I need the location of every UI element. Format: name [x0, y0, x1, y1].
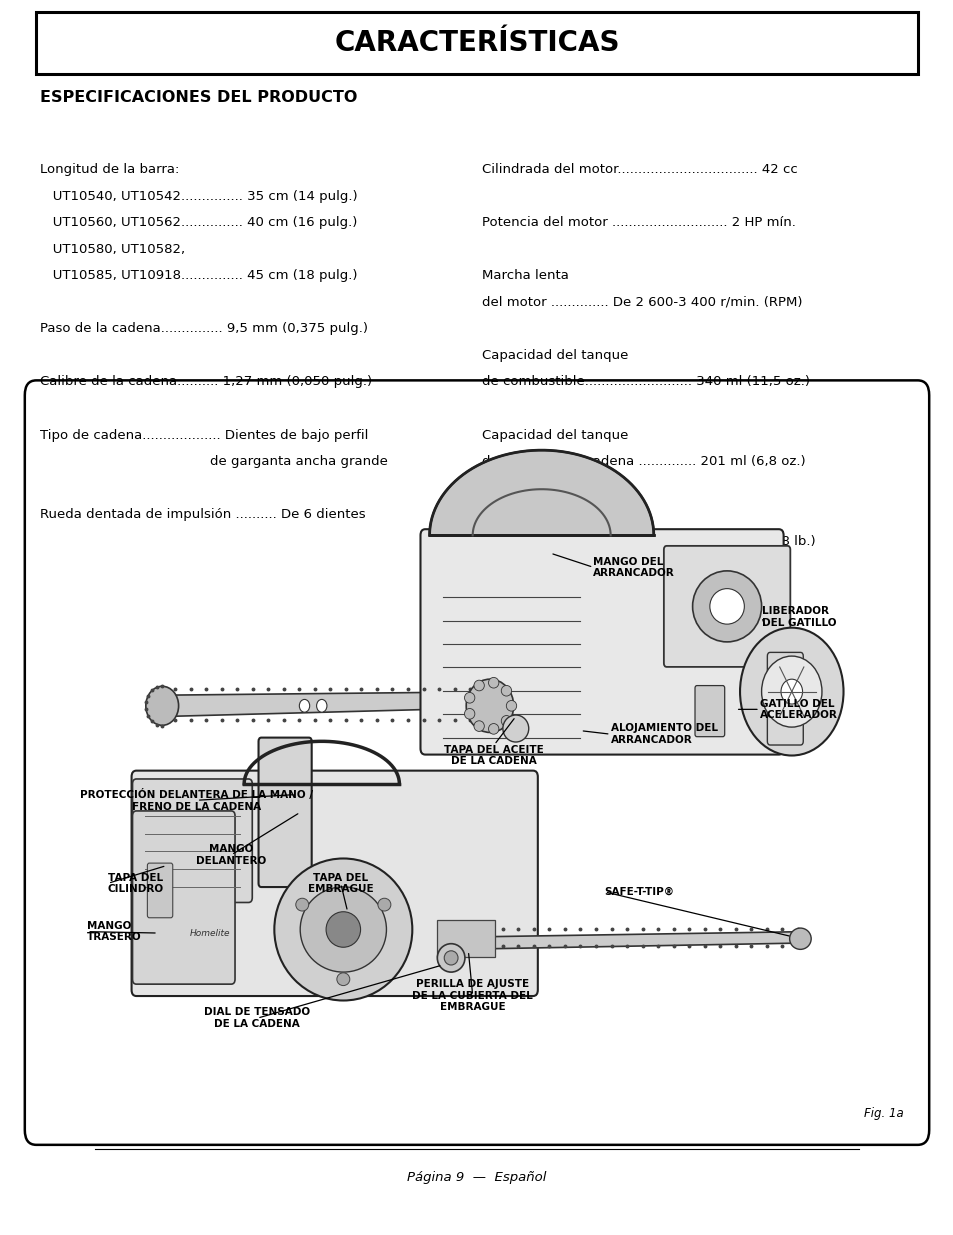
Ellipse shape: [274, 858, 412, 1000]
Ellipse shape: [760, 656, 821, 727]
Polygon shape: [167, 692, 511, 716]
Text: Paso de la cadena............... 9,5 mm (0,375 pulg.): Paso de la cadena............... 9,5 mm …: [40, 322, 368, 336]
Text: CARACTERÍSTICAS: CARACTERÍSTICAS: [334, 30, 619, 57]
Text: Potencia del motor ............................ 2 HP mín.: Potencia del motor .....................…: [481, 216, 795, 230]
FancyBboxPatch shape: [436, 920, 495, 957]
Text: Capacidad del tanque: Capacidad del tanque: [481, 348, 627, 362]
FancyBboxPatch shape: [132, 811, 234, 984]
Ellipse shape: [464, 693, 475, 703]
Ellipse shape: [500, 685, 511, 697]
Ellipse shape: [488, 724, 498, 734]
Text: Cilindrada del motor.................................. 42 cc: Cilindrada del motor....................…: [481, 163, 797, 177]
Ellipse shape: [789, 927, 810, 950]
Text: SAFE-T-TIP®: SAFE-T-TIP®: [604, 887, 674, 897]
Text: TAPA DEL
EMBRAGUE: TAPA DEL EMBRAGUE: [308, 873, 374, 894]
Text: Página 9  —  Español: Página 9 — Español: [407, 1171, 546, 1184]
Ellipse shape: [506, 700, 517, 711]
FancyBboxPatch shape: [147, 863, 172, 918]
FancyBboxPatch shape: [695, 685, 724, 736]
Ellipse shape: [295, 898, 309, 911]
Ellipse shape: [146, 687, 178, 725]
Ellipse shape: [299, 699, 310, 713]
Ellipse shape: [377, 898, 391, 911]
Ellipse shape: [464, 709, 475, 719]
FancyBboxPatch shape: [766, 652, 802, 745]
Text: Fig. 1a: Fig. 1a: [862, 1107, 902, 1120]
Text: Calibre de la cadena.......... 1,27 mm (0,050 pulg.): Calibre de la cadena.......... 1,27 mm (…: [40, 375, 372, 389]
Text: de garganta ancha grande: de garganta ancha grande: [40, 456, 388, 468]
Ellipse shape: [466, 679, 513, 732]
Text: MANGO
TRASERO: MANGO TRASERO: [87, 921, 142, 942]
Ellipse shape: [500, 715, 511, 726]
Text: UT10560, UT10562............... 40 cm (16 pulg.): UT10560, UT10562............... 40 cm (1…: [40, 216, 357, 230]
Text: GATILLO DEL
ACELERADOR: GATILLO DEL ACELERADOR: [760, 699, 837, 720]
Text: ESPECIFICACIONES DEL PRODUCTO: ESPECIFICACIONES DEL PRODUCTO: [40, 90, 357, 105]
Text: Homelite: Homelite: [190, 929, 230, 937]
Text: del motor .............. De 2 600-3 400 r/min. (RPM): del motor .............. De 2 600-3 400 …: [481, 296, 801, 309]
Ellipse shape: [474, 680, 484, 690]
Text: TAPA DEL ACEITE
DE LA CADENA: TAPA DEL ACEITE DE LA CADENA: [444, 745, 543, 767]
FancyBboxPatch shape: [420, 529, 782, 755]
FancyBboxPatch shape: [132, 779, 252, 903]
Text: combustible ni lubricante .............. 4,4 kg (9,8 lb.): combustible ni lubricante ..............…: [481, 535, 815, 548]
Ellipse shape: [300, 887, 386, 972]
Ellipse shape: [436, 944, 464, 972]
Text: de combustible.......................... 340 ml (11,5 oz.): de combustible..........................…: [481, 375, 809, 389]
Text: UT10540, UT10542............... 35 cm (14 pulg.): UT10540, UT10542............... 35 cm (1…: [40, 190, 357, 203]
Ellipse shape: [709, 589, 743, 624]
Ellipse shape: [316, 699, 327, 713]
Text: Capacidad del tanque: Capacidad del tanque: [481, 429, 627, 442]
Text: ALOJAMIENTO DEL
ARRANCADOR: ALOJAMIENTO DEL ARRANCADOR: [610, 724, 717, 745]
Text: TAPA DEL
CILINDRO: TAPA DEL CILINDRO: [108, 873, 164, 894]
Text: MANGO
DELANTERO: MANGO DELANTERO: [196, 845, 266, 866]
FancyBboxPatch shape: [663, 546, 789, 667]
Text: DIAL DE TENSADO
DE LA CADENA: DIAL DE TENSADO DE LA CADENA: [204, 1008, 310, 1029]
Text: PERILLA DE AJUSTE
DE LA CUBIERTA DEL
EMBRAGUE: PERILLA DE AJUSTE DE LA CUBIERTA DEL EMB…: [412, 979, 533, 1013]
Text: PROTECCIÓN DELANTERA DE LA MANO /
FRENO DE LA CADENA: PROTECCIÓN DELANTERA DE LA MANO / FRENO …: [80, 789, 313, 811]
Text: Peso - Sin barra, cadena,: Peso - Sin barra, cadena,: [481, 509, 647, 521]
Ellipse shape: [488, 678, 498, 688]
Ellipse shape: [502, 715, 528, 742]
Text: MANGO DEL
ARRANCADOR: MANGO DEL ARRANCADOR: [593, 557, 675, 578]
Text: UT10585, UT10918............... 45 cm (18 pulg.): UT10585, UT10918............... 45 cm (1…: [40, 269, 357, 283]
FancyBboxPatch shape: [25, 380, 928, 1145]
Text: UT10580, UT10582,: UT10580, UT10582,: [40, 242, 185, 256]
Text: de aceite de la cadena .............. 201 ml (6,8 oz.): de aceite de la cadena .............. 20…: [481, 456, 804, 468]
Text: Tipo de cadena................... Dientes de bajo perfil: Tipo de cadena................... Diente…: [40, 429, 368, 442]
Ellipse shape: [692, 571, 760, 642]
Ellipse shape: [474, 721, 484, 731]
FancyBboxPatch shape: [132, 771, 537, 995]
Text: Marcha lenta: Marcha lenta: [481, 269, 568, 283]
Ellipse shape: [336, 973, 350, 986]
Text: Longitud de la barra:: Longitud de la barra:: [40, 163, 179, 177]
Text: Rueda dentada de impulsión .......... De 6 dientes: Rueda dentada de impulsión .......... De…: [40, 509, 365, 521]
Ellipse shape: [326, 911, 360, 947]
FancyBboxPatch shape: [36, 12, 917, 74]
Ellipse shape: [444, 951, 457, 965]
FancyBboxPatch shape: [258, 737, 312, 887]
Polygon shape: [494, 931, 804, 948]
Text: LIBERADOR
DEL GATILLO: LIBERADOR DEL GATILLO: [760, 606, 835, 627]
Ellipse shape: [781, 679, 801, 704]
Ellipse shape: [740, 627, 842, 756]
Polygon shape: [429, 451, 653, 536]
